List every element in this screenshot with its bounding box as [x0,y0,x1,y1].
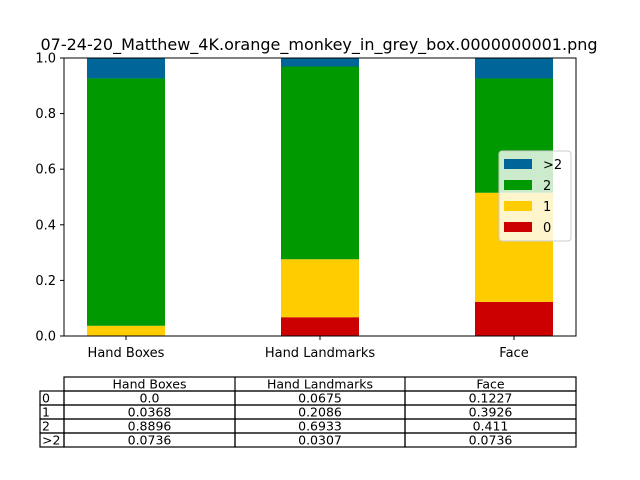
legend-label: >2 [543,158,562,173]
y-tick-label: 0.2 [35,274,56,289]
legend-swatch [504,180,532,190]
table-cell: 0.6933 [298,419,342,434]
table-cell: 0.0675 [298,391,342,406]
y-tick-label: 0.4 [35,218,56,233]
bar-hand-landmarks-series-0 [281,317,359,336]
bar-hand-landmarks-series-2 [281,66,359,260]
y-tick-label: 0.6 [35,163,56,178]
legend-swatch [504,222,532,232]
table-row-label: 1 [42,405,50,420]
table-cell: 0.8896 [128,419,172,434]
table-column-header: Hand Boxes [113,377,187,392]
table-cell: 0.2086 [298,405,342,420]
legend-label: 0 [543,221,551,236]
y-tick-label: 0.8 [35,107,56,122]
x-axis: Hand Boxes Hand Landmarks Face [88,336,529,361]
table-cell: 0.0736 [128,433,172,448]
table-row-label: >2 [42,433,60,448]
legend-swatch [504,159,532,169]
bar-hand-landmarks-series-3 [281,57,359,67]
legend-label: 1 [543,200,551,215]
bar-hand-landmarks-series-1 [281,259,359,318]
table-column-header: Hand Landmarks [267,377,373,392]
table-row-label: 2 [42,419,50,434]
bars-layer [87,57,553,336]
table-cell: 0.0736 [469,433,513,448]
x-tick-label: Hand Boxes [88,346,165,361]
table-row-label: 0 [42,391,50,406]
x-tick-label: Hand Landmarks [265,346,376,361]
bar-hand-boxes-series-1 [87,325,165,336]
table-cell: 0.411 [473,419,509,434]
table-cell: 0.0368 [128,405,172,420]
y-tick-label: 0.0 [35,330,56,345]
y-tick-label: 1.0 [35,52,56,67]
table-cell: 0.0307 [298,433,342,448]
bar-face-series-0 [475,301,553,336]
bar-hand-boxes-series-3 [87,58,165,79]
legend: >2 2 1 0 [498,150,572,242]
legend-box [498,150,572,242]
y-axis: 0.0 0.2 0.4 0.6 0.8 1.0 [35,52,64,345]
table-column-header: Face [476,377,505,392]
chart-title: 07-24-20_Matthew_4K.orange_monkey_in_gre… [40,35,597,55]
x-tick-label: Face [499,346,528,361]
table-cell: 0.3926 [469,405,513,420]
table-cell: 0.1227 [469,391,513,406]
bar-hand-boxes-series-2 [87,78,165,326]
table-cell-frame [404,432,577,448]
bar-face-series-3 [475,58,553,79]
legend-swatch [504,201,532,211]
table-cell: 0.0 [140,391,160,406]
legend-label: 2 [543,179,551,194]
